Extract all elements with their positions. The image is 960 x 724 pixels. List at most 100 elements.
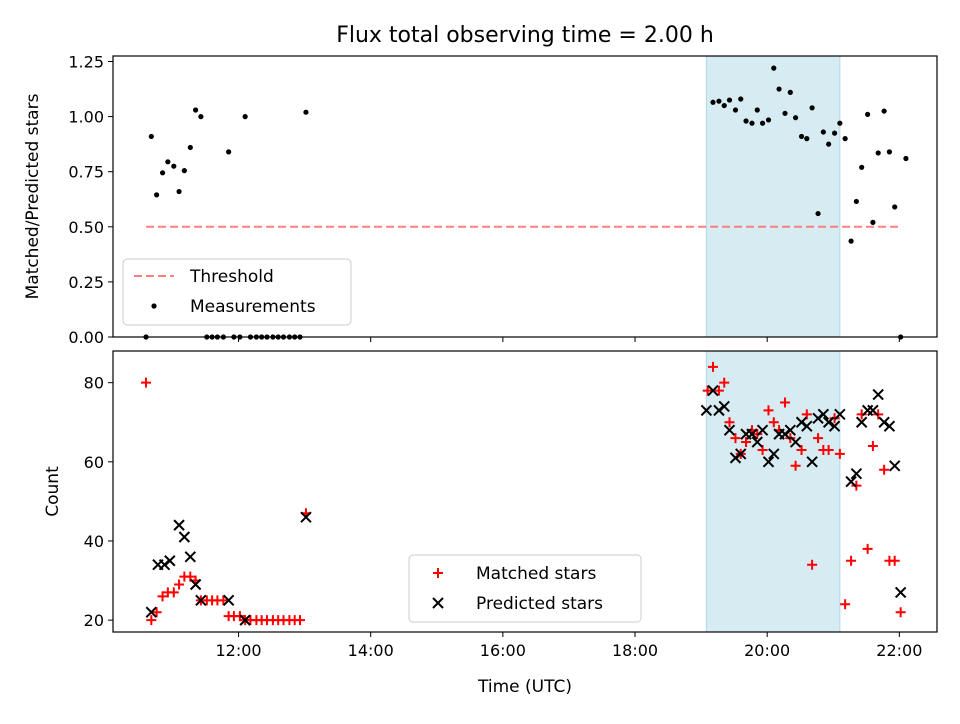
y-tick-label: 60 <box>84 453 104 472</box>
measurement-point <box>176 189 181 194</box>
measurement-point <box>782 111 787 116</box>
measurement-point <box>303 110 308 115</box>
matched-star-marker <box>295 615 305 625</box>
legend-threshold-label: Threshold <box>189 267 274 287</box>
predicted-star-marker <box>896 587 906 597</box>
matched-star-marker <box>890 556 900 566</box>
measurement-point <box>727 97 732 102</box>
x-tick-label: 18:00 <box>612 641 658 660</box>
x-tick-label: 14:00 <box>348 641 394 660</box>
measurement-point <box>892 204 897 209</box>
measurement-point <box>722 103 727 108</box>
measurement-point <box>760 121 765 126</box>
measurement-point <box>755 107 760 112</box>
measurement-point <box>149 134 154 139</box>
count-panel: 20 40 60 80 12:00 14:00 16:00 18:00 20:00 22:00 Co… <box>43 351 937 697</box>
y-tick-label: 1.25 <box>68 53 104 72</box>
measurement-point <box>198 114 203 119</box>
measurement-point <box>716 99 721 104</box>
figure-title: Flux total observing time = 2.00 h <box>336 23 714 48</box>
figure: Flux total observing time = 2.00 h 0.000… <box>0 0 960 720</box>
y-tick-label: 20 <box>84 611 104 630</box>
ratio-panel: 0.00 0.25 0.50 0.75 1.00 1.25 Matched/Predicte… <box>23 53 937 347</box>
legend-measurements-label: Measurements <box>190 297 316 317</box>
y-tick-label: 1.00 <box>68 108 104 127</box>
matched-star-marker <box>169 587 179 597</box>
predicted-star-marker <box>185 552 195 562</box>
measurement-point <box>804 136 809 141</box>
measurement-point <box>749 121 754 126</box>
measurement-point <box>182 168 187 173</box>
measurement-point <box>743 118 748 123</box>
x-tick-label: 16:00 <box>480 641 526 660</box>
y-tick-label: 40 <box>84 532 104 551</box>
x-tick-label: 22:00 <box>876 641 922 660</box>
highlight-span <box>706 56 839 337</box>
measurement-point <box>876 150 881 155</box>
measurement-point <box>738 96 743 101</box>
matched-star-marker <box>863 544 873 554</box>
predicted-star-marker <box>890 461 900 471</box>
x-tick-label: 20:00 <box>744 641 790 660</box>
x-axis-label: Time (UTC) <box>477 677 572 697</box>
y-tick-label: 0.75 <box>68 163 104 182</box>
legend-measurements-swatch <box>151 303 156 308</box>
measurement-point <box>710 100 715 105</box>
measurement-point <box>848 239 853 244</box>
matched-star-marker <box>846 556 856 566</box>
measurement-point <box>854 199 859 204</box>
measurement-point <box>799 134 804 139</box>
predicted-star-marker <box>174 520 184 530</box>
measurement-point <box>771 66 776 71</box>
measurement-point <box>243 114 248 119</box>
measurement-point <box>843 136 848 141</box>
measurement-point <box>188 145 193 150</box>
measurement-point <box>793 115 798 120</box>
measurement-point <box>859 165 864 170</box>
y-axis-label: Count <box>43 466 63 517</box>
measurement-point <box>815 211 820 216</box>
measurement-point <box>171 164 176 169</box>
measurement-point <box>165 159 170 164</box>
measurement-point <box>903 156 908 161</box>
measurement-point <box>766 117 771 122</box>
y-tick-label: 0.50 <box>68 218 104 237</box>
predicted-star-marker <box>165 556 175 566</box>
measurement-point <box>733 107 738 112</box>
measurement-point <box>226 149 231 154</box>
measurement-point <box>154 192 159 197</box>
predicted-star-marker <box>863 405 873 415</box>
measurement-point <box>193 107 198 112</box>
y-tick-label: 0.00 <box>68 328 104 347</box>
predicted-star-marker <box>873 390 883 400</box>
y-tick-label: 80 <box>84 374 104 393</box>
matched-star-marker <box>868 441 878 451</box>
y-tick-label: 0.25 <box>68 273 104 292</box>
measurement-point <box>776 86 781 91</box>
measurement-point <box>832 131 837 136</box>
measurement-point <box>837 121 842 126</box>
matched-star-marker <box>218 595 228 605</box>
y-axis-label: Matched/Predicted stars <box>23 93 43 299</box>
measurement-point <box>810 105 815 110</box>
measurement-point <box>887 149 892 154</box>
measurement-point <box>821 129 826 134</box>
measurement-point <box>826 142 831 147</box>
predicted-star-marker <box>179 532 189 542</box>
matched-star-marker <box>840 599 850 609</box>
matched-star-marker <box>174 580 184 590</box>
matched-star-marker <box>896 607 906 617</box>
measurement-point <box>788 90 793 95</box>
predicted-star-marker <box>884 421 894 431</box>
measurement-point <box>865 112 870 117</box>
measurement-point <box>160 170 165 175</box>
predicted-star-marker <box>868 405 878 415</box>
measurement-point <box>882 108 887 113</box>
legend-predicted-label: Predicted stars <box>476 594 603 614</box>
x-tick-label: 12:00 <box>215 641 261 660</box>
matched-star-marker <box>879 465 889 475</box>
legend-matched-label: Matched stars <box>476 564 596 584</box>
matched-star-marker <box>152 607 162 617</box>
matched-star-marker <box>141 378 151 388</box>
measurement-point <box>870 220 875 225</box>
